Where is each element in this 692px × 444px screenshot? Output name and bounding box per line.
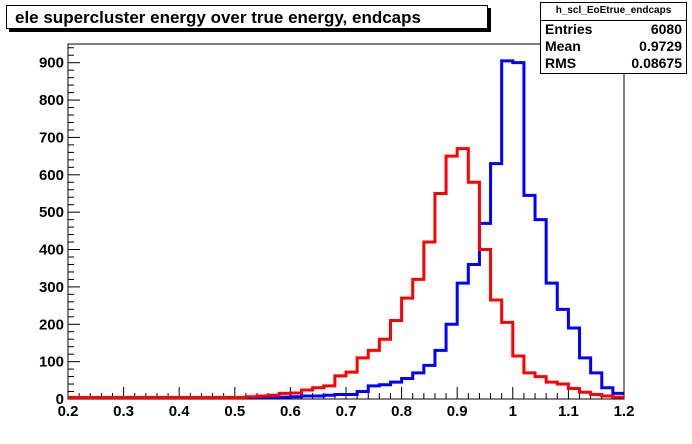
y-tick-label: 400 (39, 242, 64, 259)
stats-row-rms: RMS 0.08675 (541, 55, 686, 72)
histogram-series-2 (68, 147, 624, 399)
y-tick-label: 700 (39, 129, 64, 146)
stats-row-entries: Entries 6080 (541, 21, 686, 38)
stats-label: Mean (545, 38, 581, 54)
stats-value: 6080 (650, 21, 682, 37)
x-tick-label: 0.4 (169, 403, 191, 420)
stats-label: Entries (545, 21, 593, 37)
stats-row-mean: Mean 0.9729 (541, 38, 686, 55)
plot-frame (67, 43, 625, 400)
x-tick-label: 0.5 (224, 403, 245, 420)
x-tick-label: 0.3 (113, 403, 134, 420)
stats-value: 0.08675 (631, 55, 682, 71)
y-tick-label: 100 (39, 354, 64, 371)
y-tick-label: 500 (39, 204, 64, 221)
y-tick-label: 800 (39, 92, 64, 109)
chart-title: ele supercluster energy over true energy… (6, 5, 488, 29)
stats-histogram-name: h_scl_EoEtrue_endcaps (541, 3, 686, 21)
histogram-series-1 (68, 59, 624, 399)
x-tick-label: 1.1 (558, 403, 579, 420)
y-tick-label: 300 (39, 279, 64, 296)
x-tick-label: 0.8 (391, 403, 412, 420)
y-tick-label: 900 (39, 55, 64, 72)
stats-box: h_scl_EoEtrue_endcaps Entries 6080 Mean … (540, 2, 687, 74)
x-tick-label: 0.2 (58, 403, 79, 420)
y-tick-label: 600 (39, 167, 64, 184)
x-tick-label: 0.9 (447, 403, 468, 420)
y-tick-label: 200 (39, 316, 64, 333)
y-axis: 0 100 200 300 400 500 600 700 800 900 (39, 47, 80, 408)
x-tick-label: 1.2 (614, 403, 635, 420)
series-layer (68, 59, 624, 399)
x-axis: 0.2 0.3 0.4 0.5 0.6 0.7 0.8 0.9 1 1.1 1.2 (58, 387, 635, 420)
y-tick-label: 0 (56, 391, 64, 408)
stats-value: 0.9729 (639, 38, 682, 54)
stats-label: RMS (545, 55, 577, 71)
x-tick-label: 0.6 (280, 403, 301, 420)
x-tick-label: 1 (509, 403, 517, 420)
x-tick-label: 0.7 (336, 403, 357, 420)
